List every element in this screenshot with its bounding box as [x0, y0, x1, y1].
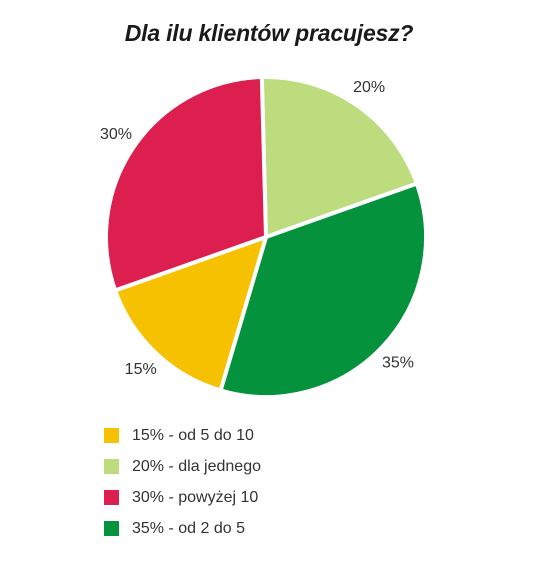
pie-slice-35: [218, 181, 428, 399]
legend-item: 20% - dla jednego: [104, 451, 261, 482]
legend-label: 15% - od 5 do 10: [132, 426, 254, 444]
chart-legend: 15% - od 5 do 10 20% - dla jednego 30% - p…: [104, 420, 261, 544]
legend-swatch: [104, 521, 119, 536]
legend-item: 35% - od 2 do 5: [104, 513, 261, 544]
legend-label: 30% - powyżej 10: [132, 488, 259, 506]
legend-label: 20% - dla jednego: [132, 457, 261, 475]
pie-slice-15: [113, 235, 268, 393]
legend-item: 30% - powyżej 10: [104, 482, 261, 513]
pie-chart: 20% 35% 15% 30%: [100, 75, 428, 399]
slice-label-15: 15%: [125, 361, 157, 378]
slice-label-35: 35%: [382, 354, 414, 371]
legend-item: 15% - od 5 do 10: [104, 420, 261, 451]
legend-swatch: [104, 490, 119, 505]
legend-label: 35% - od 2 do 5: [132, 519, 245, 537]
legend-swatch: [104, 459, 119, 474]
slice-label-20: 20%: [353, 79, 385, 96]
slice-label-30: 30%: [100, 126, 132, 143]
pie-slice-30: [104, 75, 268, 293]
chart-title: Dla ilu klientów pracujesz?: [124, 20, 414, 46]
legend-swatch: [104, 428, 119, 443]
